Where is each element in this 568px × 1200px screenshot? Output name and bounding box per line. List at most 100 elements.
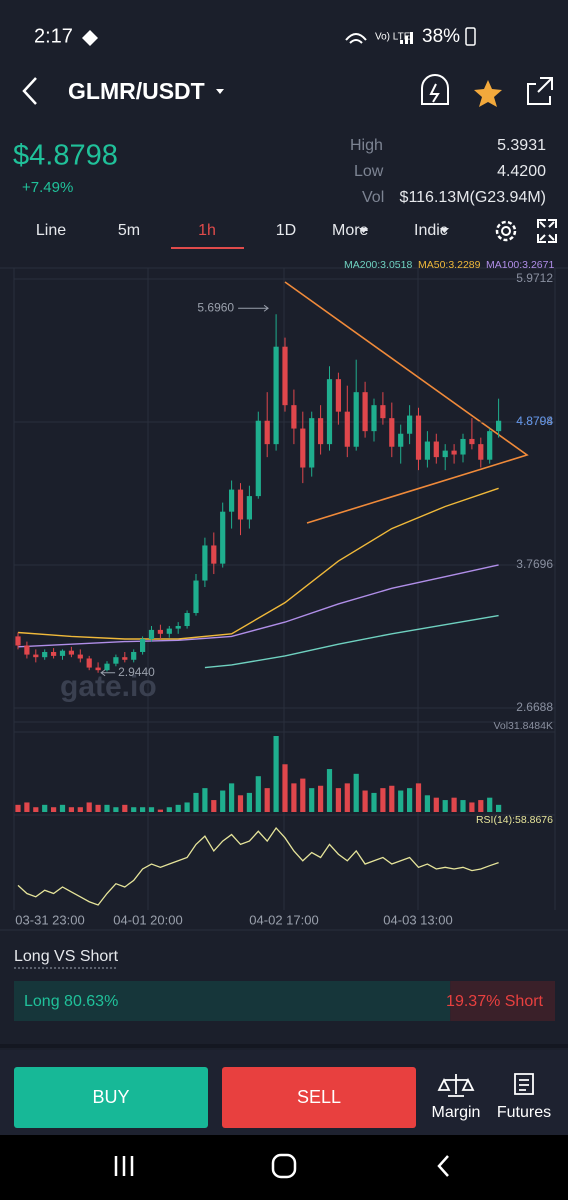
alert-button[interactable] bbox=[421, 74, 449, 105]
candle-body bbox=[246, 496, 252, 520]
legend-entry: MA100:3.2671 bbox=[486, 259, 554, 271]
candle-body bbox=[140, 638, 146, 652]
tab[interactable]: 5m bbox=[118, 222, 140, 239]
price-change: +7.49% bbox=[22, 179, 73, 196]
y-tick-label: 3.7696 bbox=[516, 557, 553, 571]
candle-body bbox=[122, 657, 128, 660]
fullscreen-button[interactable] bbox=[537, 219, 557, 243]
volume-bar bbox=[300, 778, 306, 812]
back-button[interactable] bbox=[22, 77, 37, 105]
tab[interactable]: 1D bbox=[276, 222, 296, 239]
margin-icon[interactable] bbox=[437, 1074, 475, 1097]
panel-title: RSI(14):58.8676 bbox=[476, 814, 553, 826]
candle-body bbox=[362, 392, 368, 432]
volume-bar bbox=[344, 783, 350, 812]
volume-bar bbox=[380, 788, 386, 812]
candle-body bbox=[148, 629, 155, 639]
volume-bar bbox=[371, 792, 377, 812]
volume-bar bbox=[273, 736, 279, 812]
vol-label: Vol bbox=[362, 189, 384, 206]
candle-body bbox=[460, 438, 466, 455]
candle-body bbox=[211, 545, 217, 564]
high-label: High bbox=[350, 137, 383, 154]
volume-bar bbox=[59, 804, 66, 812]
volume-bar bbox=[15, 804, 21, 812]
candle-body bbox=[309, 418, 315, 468]
candle-body bbox=[318, 418, 324, 445]
candle-body bbox=[273, 346, 279, 445]
tab[interactable]: More bbox=[332, 222, 369, 239]
futures-icon[interactable] bbox=[514, 1073, 534, 1095]
candle-body bbox=[451, 450, 457, 455]
volume-bar bbox=[460, 800, 466, 812]
volume-bar bbox=[353, 773, 359, 812]
status-time: 2:17 bbox=[34, 25, 73, 47]
high-value: 5.3931 bbox=[497, 137, 546, 154]
candle-body bbox=[33, 654, 39, 658]
nav-bar bbox=[0, 1135, 568, 1200]
tab[interactable]: Line bbox=[36, 222, 66, 239]
candle-body bbox=[51, 651, 57, 656]
share-button[interactable] bbox=[527, 77, 553, 105]
volume-bar bbox=[478, 800, 484, 812]
candle-body bbox=[237, 489, 244, 520]
dropdown-arrow bbox=[216, 89, 224, 94]
volume-bar bbox=[255, 776, 261, 812]
volume-bar bbox=[202, 788, 208, 812]
settings-button-core bbox=[501, 226, 511, 236]
y-tick-label: 2.6688 bbox=[516, 700, 553, 714]
x-tick-label: 04-01 20:00 bbox=[113, 912, 182, 927]
panel-title: Vol31.8484K bbox=[493, 720, 553, 732]
volume-bar bbox=[246, 792, 252, 812]
candle-body bbox=[193, 580, 199, 614]
volume-bar bbox=[326, 769, 333, 812]
legend-entry: MA200:3.0518 bbox=[344, 259, 412, 271]
sell-label: SELL bbox=[297, 1087, 341, 1107]
y-tick-label: 4.8704 bbox=[516, 414, 553, 428]
volume-bar bbox=[77, 807, 83, 812]
candle-body bbox=[353, 392, 359, 447]
candle-body bbox=[157, 629, 163, 634]
status-icon bbox=[82, 30, 98, 46]
volume-bar bbox=[140, 807, 146, 812]
candle-body bbox=[487, 431, 493, 460]
legend-entry: MA50:3.2289 bbox=[418, 259, 481, 271]
futures-label[interactable]: Futures bbox=[497, 1104, 551, 1121]
trendline-drawing bbox=[284, 281, 529, 524]
nav-home[interactable] bbox=[271, 1153, 297, 1179]
volume-bar bbox=[193, 792, 199, 812]
nav-back[interactable] bbox=[437, 1155, 449, 1177]
candle-body bbox=[184, 613, 190, 627]
tab-active[interactable]: 1h bbox=[198, 222, 216, 239]
pair-title[interactable]: GLMR/USDT bbox=[68, 78, 205, 104]
candle-body bbox=[104, 663, 110, 671]
volume-bar bbox=[184, 802, 190, 812]
favorite-button[interactable] bbox=[474, 80, 502, 107]
tab[interactable]: Indic bbox=[414, 222, 448, 239]
candle-body bbox=[433, 441, 439, 458]
candle-body bbox=[77, 654, 83, 659]
status-battery: 38% bbox=[422, 26, 460, 47]
candle-body bbox=[469, 438, 475, 445]
last-price: $4.8798 bbox=[13, 140, 118, 172]
volume-bar bbox=[51, 807, 57, 812]
buy-button[interactable] bbox=[14, 1067, 208, 1128]
volume-bar bbox=[33, 807, 39, 812]
settings-button[interactable] bbox=[495, 220, 517, 242]
dropdown-arrow bbox=[359, 228, 368, 233]
volume-bar bbox=[95, 804, 101, 812]
margin-label[interactable]: Margin bbox=[432, 1104, 481, 1121]
rsi-line bbox=[17, 826, 499, 906]
volume-bar bbox=[237, 795, 244, 812]
sell-button[interactable] bbox=[222, 1067, 416, 1128]
volume-bar bbox=[415, 783, 422, 812]
volume-bar bbox=[229, 783, 235, 812]
candle-body bbox=[220, 511, 226, 564]
candle-body bbox=[380, 405, 386, 419]
candle-body bbox=[95, 667, 101, 671]
candle-body bbox=[255, 420, 261, 497]
volume-bar bbox=[148, 807, 155, 812]
nav-recent[interactable] bbox=[114, 1156, 134, 1176]
volume-bar bbox=[433, 797, 439, 812]
last-price-label: 4.8798 bbox=[516, 414, 553, 428]
